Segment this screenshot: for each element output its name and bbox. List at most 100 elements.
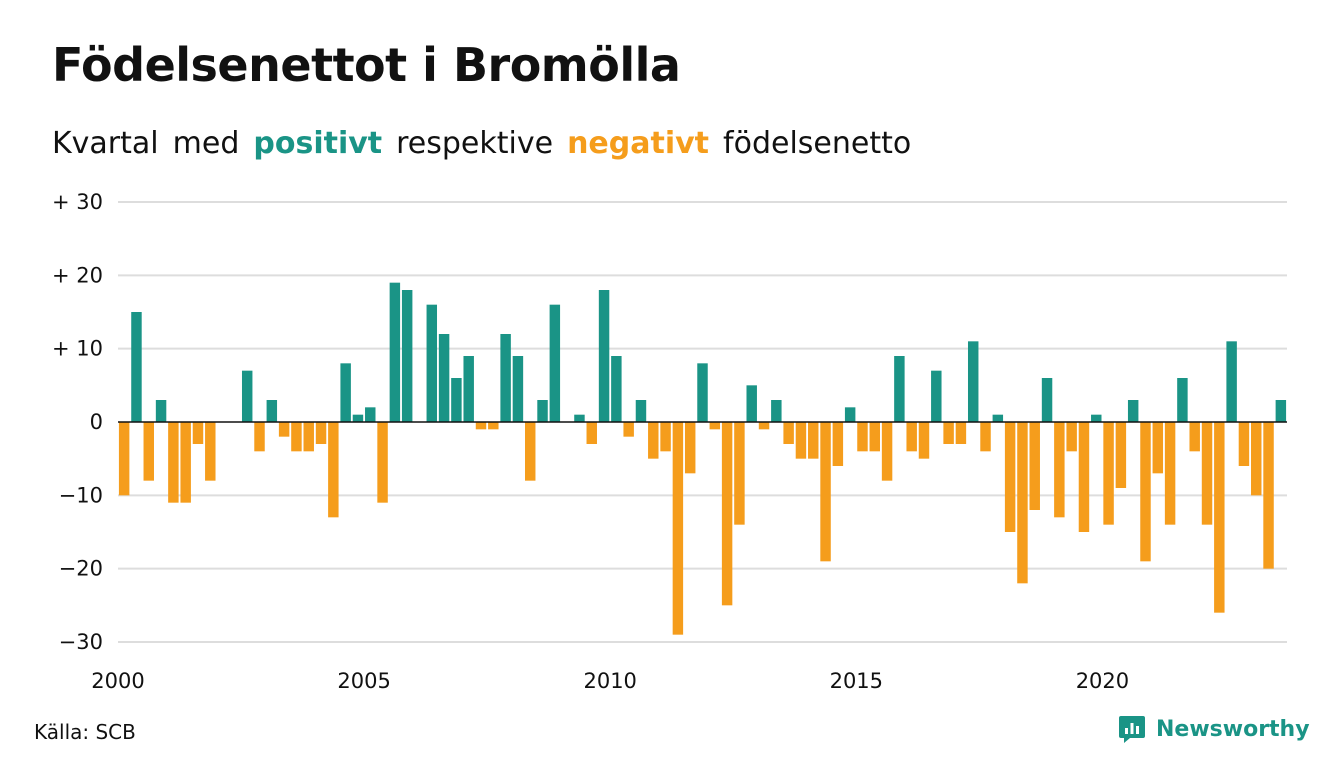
bar-positive xyxy=(352,414,364,422)
bar-negative xyxy=(783,422,794,444)
newsworthy-icon xyxy=(1119,716,1145,743)
y-tick-label: + 30 xyxy=(52,190,103,214)
bar-positive xyxy=(241,370,253,422)
bar-chart: + 30+ 20+ 100−10−20−30 2000 2005 2010 2015 2… xyxy=(52,190,1287,693)
bar-positive xyxy=(512,356,524,422)
bar-positive xyxy=(844,407,856,422)
bar-positive xyxy=(931,370,942,422)
bar-negative xyxy=(315,422,327,444)
source-note: Källa: SCB xyxy=(34,720,136,744)
y-tick-label: −30 xyxy=(59,630,103,654)
bar-negative xyxy=(795,422,807,459)
bar-positive xyxy=(967,341,979,422)
bar-negative xyxy=(1189,422,1200,452)
bar-positive xyxy=(549,304,561,422)
bar-positive xyxy=(635,400,647,422)
bar-negative xyxy=(118,422,130,496)
bar-negative xyxy=(303,422,314,452)
subtitle-negative-label: negativt xyxy=(567,126,710,161)
bar-negative xyxy=(881,422,893,481)
subtitle-text-4: födelsenetto xyxy=(723,126,912,161)
y-tick-label: −10 xyxy=(59,483,103,507)
bar-negative xyxy=(857,422,868,452)
bar-negative xyxy=(672,422,684,635)
bar-negative xyxy=(328,422,339,518)
bar-negative xyxy=(586,422,597,444)
bar-negative xyxy=(1214,422,1225,613)
bar-positive xyxy=(389,282,401,422)
bar-negative xyxy=(1029,422,1040,510)
bar-positive xyxy=(438,334,450,422)
x-tick-label: 2020 xyxy=(1076,669,1129,693)
bar-negative xyxy=(291,422,302,452)
bar-negative xyxy=(205,422,216,481)
bar-negative xyxy=(192,422,204,444)
bar-positive xyxy=(992,414,1004,422)
bar-positive xyxy=(1226,341,1237,422)
bar-negative xyxy=(377,422,388,503)
bar-negative xyxy=(475,422,487,430)
grid-lines xyxy=(118,201,1287,643)
bar-positive xyxy=(1177,378,1188,422)
chart-subtitle: Kvartal med positivt respektive negativt föde… xyxy=(52,126,925,161)
bar-negative xyxy=(906,422,917,452)
bar-negative xyxy=(623,422,634,437)
bar-positive xyxy=(340,363,351,422)
bar-negative xyxy=(1164,422,1176,525)
bar-positive xyxy=(1275,400,1287,422)
bar-negative xyxy=(918,422,930,459)
bar-positive xyxy=(611,356,622,422)
bar-negative xyxy=(869,422,880,452)
x-tick-label: 2010 xyxy=(583,669,636,693)
bar-negative xyxy=(1152,422,1164,474)
y-tick-label: 0 xyxy=(90,410,103,434)
x-tick-label: 2015 xyxy=(830,669,883,693)
bar-negative xyxy=(1017,422,1028,584)
bar-negative xyxy=(758,422,770,430)
bar-positive xyxy=(131,312,142,422)
subtitle-text-3: respektive xyxy=(396,126,554,161)
bar-negative xyxy=(278,422,290,437)
bar-negative xyxy=(832,422,844,466)
y-tick-label: + 20 xyxy=(52,263,103,287)
bar-positive xyxy=(401,290,413,422)
bar-negative xyxy=(1054,422,1065,518)
bar-positive xyxy=(500,334,511,422)
bar-negative xyxy=(1004,422,1016,532)
bar-negative xyxy=(820,422,831,562)
bar-negative xyxy=(721,422,733,606)
bar-positive xyxy=(155,400,167,422)
bar-positive xyxy=(574,414,585,422)
bar-negative xyxy=(1140,422,1151,562)
bar-negative xyxy=(709,422,721,430)
bar-positive xyxy=(697,363,708,422)
bar-negative xyxy=(1263,422,1274,569)
bar-negative xyxy=(684,422,696,474)
bar-negative xyxy=(1066,422,1077,452)
y-axis-labels: + 30 + 20 + 10 0 −10 −20 −30 xyxy=(52,190,103,654)
bar-negative xyxy=(1201,422,1213,525)
subtitle-text-2: med xyxy=(172,126,240,161)
bar-negative xyxy=(180,422,191,503)
bar-negative xyxy=(143,422,154,481)
bars xyxy=(118,282,1287,635)
bar-negative xyxy=(1251,422,1262,496)
subtitle-text-1: Kvartal xyxy=(52,126,159,161)
y-tick-label: + 10 xyxy=(52,337,103,361)
bar-negative xyxy=(1078,422,1090,532)
bar-positive xyxy=(426,304,438,422)
bar-negative xyxy=(660,422,671,452)
bar-negative xyxy=(648,422,659,459)
bar-positive xyxy=(598,290,610,422)
bar-positive xyxy=(365,407,376,422)
bar-negative xyxy=(1238,422,1250,466)
bar-negative xyxy=(525,422,536,481)
bar-positive xyxy=(746,385,757,422)
bar-negative xyxy=(980,422,991,452)
bar-negative xyxy=(734,422,745,525)
bar-negative xyxy=(488,422,499,430)
bar-negative xyxy=(254,422,265,452)
brand-name: Newsworthy xyxy=(1156,716,1310,742)
bar-positive xyxy=(266,400,278,422)
newsworthy-logo[interactable]: Newsworthy xyxy=(1118,714,1310,744)
